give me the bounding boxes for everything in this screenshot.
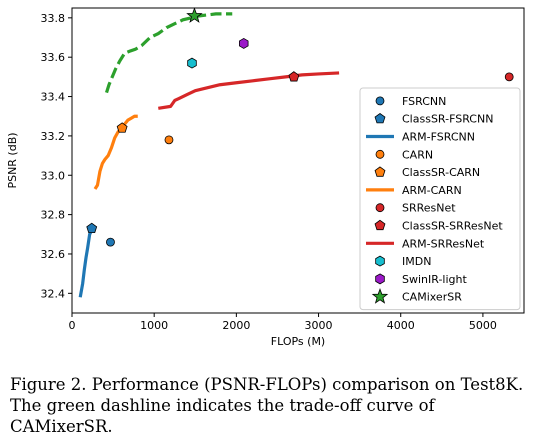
x-tick-label: 0 (69, 319, 76, 332)
x-tick-label: 5000 (469, 319, 497, 332)
point-classsr-fsrcnn (86, 222, 98, 233)
x-tick-label: 1000 (140, 319, 168, 332)
chart: 0 1000 2000 3000 4000 5000 32.4 32.6 32.8 33.0 33.… (6, 7, 525, 348)
figure-caption: Figure 2. Performance (PSNR-FLOPs) compa… (10, 374, 535, 437)
point-imdn (187, 57, 197, 69)
legend-swatch-classsr-srresnet (374, 219, 386, 231)
legend-swatch-imdn (375, 255, 385, 267)
y-tick-label: 33.4 (41, 91, 66, 104)
x-tick-label: 2000 (222, 319, 250, 332)
point-classsr-srresnet (288, 71, 300, 82)
y-tick-label: 33.0 (41, 169, 66, 182)
y-tick-label: 32.8 (41, 209, 66, 222)
tradeoff-dashed-curve (104, 12, 233, 94)
legend-label-carn: CARN (402, 148, 433, 161)
legend-label-srresnet: SRResNet (402, 202, 456, 215)
marker-layer (86, 7, 514, 247)
legend-swatch-swinir-light (375, 273, 385, 285)
legend-swatch-srresnet (375, 203, 385, 213)
legend-label-classsr-carn: ClassSR-CARN (402, 166, 480, 179)
legend-swatch-classsr-carn (374, 166, 386, 177)
caption-line-2: The green dashline indicates the trade-o… (10, 396, 435, 436)
legend-label-camixersr: CAMixerSR (402, 291, 462, 304)
legend-label-arm-carn: ARM-CARN (402, 184, 462, 197)
y-tick-label: 32.4 (41, 287, 66, 300)
legend-label-arm-srresnet: ARM-SRResNet (402, 237, 485, 250)
y-tick-label: 33.8 (41, 12, 66, 25)
legend-label-classsr-srresnet: ClassSR-SRResNet (402, 220, 503, 233)
series-line-arm-srresnet (158, 71, 340, 110)
x-tick-label: 4000 (387, 319, 415, 332)
point-srresnet (504, 72, 514, 82)
axis-layer: 0 1000 2000 3000 4000 5000 32.4 32.6 32.8 33.0 33.… (41, 12, 497, 332)
y-tick-label: 33.6 (41, 51, 66, 64)
point-swinir-light (239, 37, 249, 49)
legend-label-swinir-light: SwinIR-light (402, 273, 467, 286)
legend-swatch-camixersr (371, 288, 389, 304)
series-layer (78, 12, 340, 298)
x-axis-label: FLOPs (M) (271, 335, 325, 348)
point-classsr-carn (116, 122, 128, 133)
series-line-arm-carn (93, 114, 138, 190)
plot-frame (71, 7, 525, 314)
legend-swatch-carn (375, 149, 385, 159)
point-carn (164, 135, 174, 145)
series-line-arm-fsrcnn (78, 225, 97, 298)
legend-box (359, 87, 521, 311)
legend-label-classsr-fsrcnn: ClassSR-FSRCNN (402, 113, 493, 126)
x-tick-label: 3000 (305, 319, 333, 332)
point-fsrcnn (106, 237, 115, 247)
legend-swatch-classsr-fsrcnn (374, 113, 386, 124)
legend-label-imdn: IMDN (402, 255, 431, 268)
point-camixersr (186, 7, 203, 23)
legend: FSRCNN ClassSR-FSRCNN ARM-FSRCNN CARN ClassS… (359, 87, 521, 311)
caption-line-1: Figure 2. Performance (PSNR-FLOPs) compa… (10, 375, 524, 394)
legend-label-arm-fsrcnn: ARM-FSRCNN (402, 131, 475, 144)
y-tick-label: 32.6 (41, 248, 66, 261)
y-tick-label: 33.2 (41, 130, 66, 143)
legend-label-fsrcnn: FSRCNN (402, 95, 446, 108)
y-axis-label: PSNR (dB) (6, 132, 19, 188)
legend-swatch-fsrcnn (375, 96, 385, 106)
